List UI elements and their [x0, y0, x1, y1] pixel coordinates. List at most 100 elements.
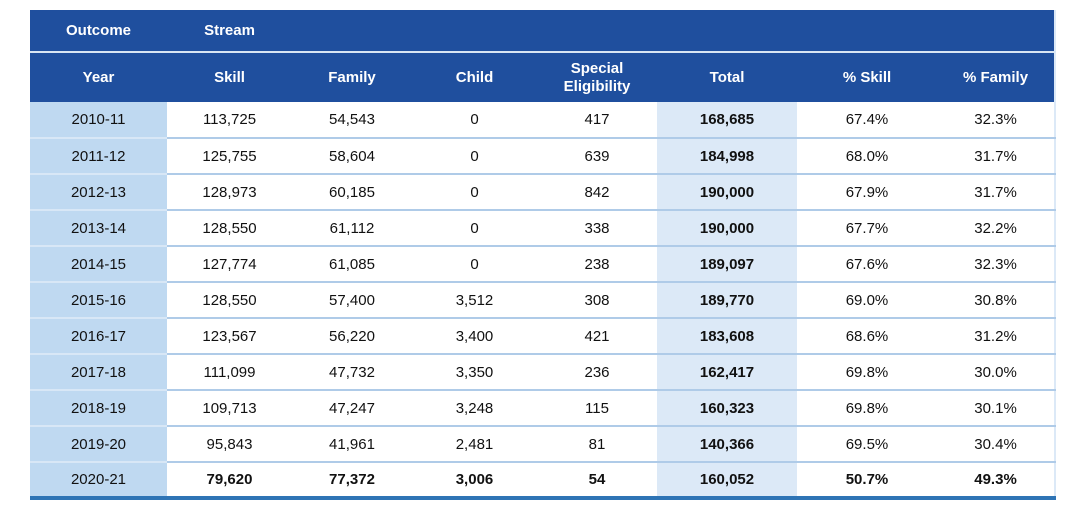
table-body: 2010-11 113,725 54,543 0 417 168,685 67.4% 32.3…	[30, 102, 1056, 500]
value-cell: 308	[537, 282, 657, 319]
value-cell: 50.7%	[797, 462, 937, 500]
value-cell: 56,220	[292, 318, 412, 355]
value-cell: 842	[537, 174, 657, 211]
value-cell: 30.8%	[937, 282, 1056, 319]
table-row: 2018-19 109,713 47,247 3,248 115 160,323 69.8%…	[30, 390, 1056, 427]
value-cell: 115	[537, 390, 657, 427]
column-header-family: Family	[292, 52, 412, 102]
value-cell: 79,620	[167, 462, 292, 500]
value-cell: 69.8%	[797, 354, 937, 391]
value-cell: 49.3%	[937, 462, 1056, 500]
page: Outcome Stream Year Skill Family Child S…	[30, 10, 1057, 500]
value-cell: 60,185	[292, 174, 412, 211]
value-cell: 0	[412, 174, 537, 211]
value-cell: 54	[537, 462, 657, 500]
value-cell: 128,550	[167, 282, 292, 319]
total-cell: 160,323	[657, 390, 797, 427]
year-cell: 2020-21	[30, 462, 167, 500]
value-cell: 58,604	[292, 138, 412, 175]
value-cell: 68.6%	[797, 318, 937, 355]
column-header-child: Child	[412, 52, 537, 102]
column-header-pct-skill: % Skill	[797, 52, 937, 102]
group-header-spacer	[292, 10, 1056, 53]
total-cell: 184,998	[657, 138, 797, 175]
value-cell: 128,973	[167, 174, 292, 211]
column-header-row: Year Skill Family Child Special Eligibil…	[30, 52, 1056, 102]
table-row: 2014-15 127,774 61,085 0 238 189,097 67.6% 32.3…	[30, 246, 1056, 283]
value-cell: 81	[537, 426, 657, 463]
value-cell: 32.3%	[937, 102, 1056, 139]
table-row: 2013-14 128,550 61,112 0 338 190,000 67.7% 32.2…	[30, 210, 1056, 247]
value-cell: 2,481	[412, 426, 537, 463]
value-cell: 61,085	[292, 246, 412, 283]
value-cell: 67.9%	[797, 174, 937, 211]
value-cell: 69.8%	[797, 390, 937, 427]
value-cell: 77,372	[292, 462, 412, 500]
value-cell: 3,400	[412, 318, 537, 355]
value-cell: 417	[537, 102, 657, 139]
year-cell: 2017-18	[30, 354, 167, 391]
column-header-total: Total	[657, 52, 797, 102]
year-cell: 2010-11	[30, 102, 167, 139]
table-row: 2015-16 128,550 57,400 3,512 308 189,770 69.0%…	[30, 282, 1056, 319]
table-header: Outcome Stream Year Skill Family Child S…	[30, 10, 1056, 102]
value-cell: 67.6%	[797, 246, 937, 283]
year-cell: 2016-17	[30, 318, 167, 355]
column-header-skill: Skill	[167, 52, 292, 102]
value-cell: 31.7%	[937, 174, 1056, 211]
value-cell: 47,247	[292, 390, 412, 427]
year-cell: 2014-15	[30, 246, 167, 283]
group-header-row: Outcome Stream	[30, 10, 1056, 53]
value-cell: 109,713	[167, 390, 292, 427]
column-header-pct-family: % Family	[937, 52, 1056, 102]
group-header-outcome: Outcome	[30, 10, 167, 53]
year-cell: 2019-20	[30, 426, 167, 463]
value-cell: 338	[537, 210, 657, 247]
table-row: 2020-21 79,620 77,372 3,006 54 160,052 50.7% 49…	[30, 462, 1056, 500]
total-cell: 140,366	[657, 426, 797, 463]
column-header-special-eligibility: Special Eligibility	[537, 52, 657, 102]
value-cell: 67.7%	[797, 210, 937, 247]
value-cell: 111,099	[167, 354, 292, 391]
group-header-stream: Stream	[167, 10, 292, 53]
value-cell: 31.2%	[937, 318, 1056, 355]
value-cell: 31.7%	[937, 138, 1056, 175]
table-row: 2012-13 128,973 60,185 0 842 190,000 67.9% 31.7…	[30, 174, 1056, 211]
value-cell: 127,774	[167, 246, 292, 283]
value-cell: 128,550	[167, 210, 292, 247]
value-cell: 30.1%	[937, 390, 1056, 427]
year-cell: 2013-14	[30, 210, 167, 247]
total-cell: 162,417	[657, 354, 797, 391]
value-cell: 0	[412, 138, 537, 175]
table-row: 2010-11 113,725 54,543 0 417 168,685 67.4% 32.3…	[30, 102, 1056, 139]
value-cell: 30.4%	[937, 426, 1056, 463]
column-header-year: Year	[30, 52, 167, 102]
total-cell: 160,052	[657, 462, 797, 500]
total-cell: 189,097	[657, 246, 797, 283]
year-cell: 2018-19	[30, 390, 167, 427]
value-cell: 0	[412, 210, 537, 247]
value-cell: 125,755	[167, 138, 292, 175]
table-row: 2011-12 125,755 58,604 0 639 184,998 68.0% 31.7…	[30, 138, 1056, 175]
table-row: 2017-18 111,099 47,732 3,350 236 162,417 69.8%…	[30, 354, 1056, 391]
value-cell: 30.0%	[937, 354, 1056, 391]
value-cell: 113,725	[167, 102, 292, 139]
value-cell: 3,248	[412, 390, 537, 427]
value-cell: 68.0%	[797, 138, 937, 175]
value-cell: 0	[412, 102, 537, 139]
value-cell: 69.5%	[797, 426, 937, 463]
total-cell: 183,608	[657, 318, 797, 355]
value-cell: 54,543	[292, 102, 412, 139]
value-cell: 67.4%	[797, 102, 937, 139]
value-cell: 3,350	[412, 354, 537, 391]
value-cell: 69.0%	[797, 282, 937, 319]
year-cell: 2015-16	[30, 282, 167, 319]
value-cell: 0	[412, 246, 537, 283]
year-cell: 2011-12	[30, 138, 167, 175]
table-row: 2016-17 123,567 56,220 3,400 421 183,608 68.6%…	[30, 318, 1056, 355]
total-cell: 190,000	[657, 174, 797, 211]
migration-program-table: Outcome Stream Year Skill Family Child S…	[30, 10, 1057, 500]
total-cell: 190,000	[657, 210, 797, 247]
table-row: 2019-20 95,843 41,961 2,481 81 140,366 69.5% 30…	[30, 426, 1056, 463]
value-cell: 95,843	[167, 426, 292, 463]
